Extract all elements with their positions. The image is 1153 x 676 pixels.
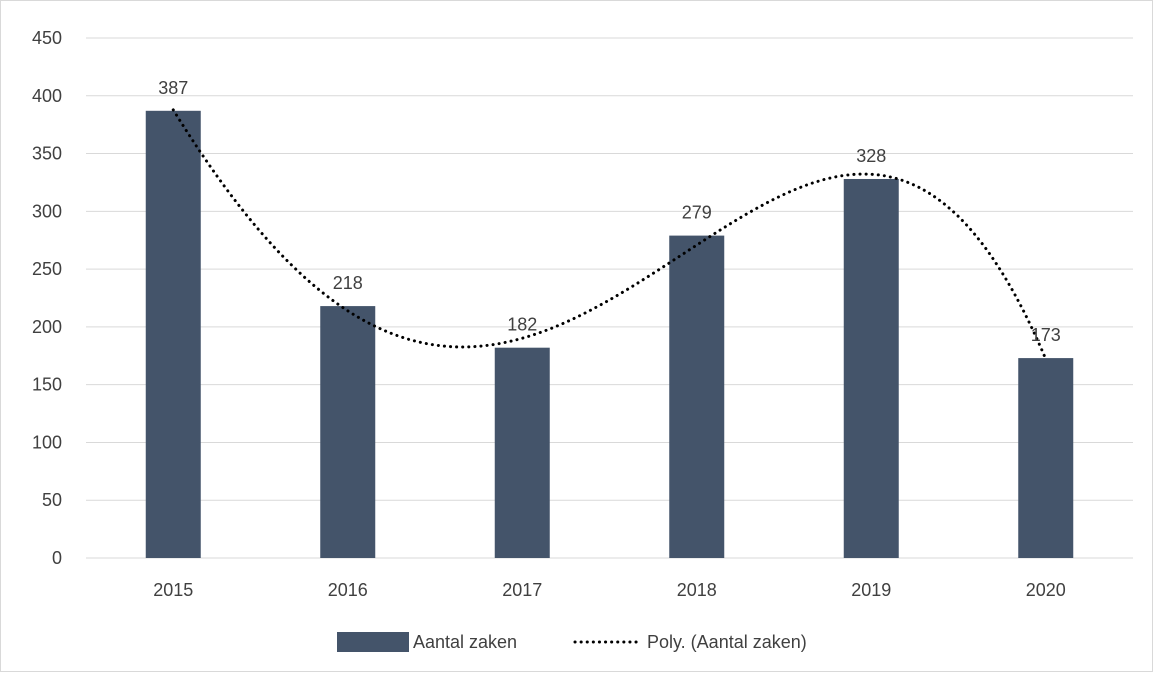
bar	[320, 306, 376, 558]
y-tick-label: 350	[32, 144, 62, 164]
x-tick-label: 2020	[1026, 580, 1066, 600]
x-tick-label: 2016	[328, 580, 368, 600]
data-label: 182	[507, 315, 537, 335]
y-tick-label: 150	[32, 375, 62, 395]
x-tick-label: 2015	[153, 580, 193, 600]
y-tick-label: 200	[32, 317, 62, 337]
x-axis: 2015 2016 2017 2018 2019 2020	[153, 580, 1066, 600]
legend-label-trendline: Poly. (Aantal zaken)	[647, 632, 807, 652]
data-label: 279	[682, 203, 712, 223]
bars	[145, 110, 1074, 559]
legend-label-bars: Aantal zaken	[413, 632, 517, 652]
bar	[145, 110, 201, 559]
x-tick-label: 2019	[851, 580, 891, 600]
y-axis: 0 50 100 150 200 250 300 350 400 450	[32, 28, 62, 568]
x-tick-label: 2017	[502, 580, 542, 600]
bar	[843, 178, 899, 558]
x-tick-label: 2018	[677, 580, 717, 600]
y-tick-label: 450	[32, 28, 62, 48]
data-label: 387	[158, 78, 188, 98]
bar	[669, 235, 725, 558]
y-tick-label: 250	[32, 259, 62, 279]
data-labels: 387 218 182 279 328 173	[158, 78, 1061, 345]
legend-swatch-bars	[337, 632, 409, 652]
polynomial-trendline	[171, 108, 1048, 361]
gridlines	[86, 37, 1133, 559]
bar	[494, 347, 550, 558]
y-tick-label: 100	[32, 432, 62, 452]
data-label: 173	[1031, 325, 1061, 345]
data-label: 328	[856, 146, 886, 166]
y-tick-label: 400	[32, 86, 62, 106]
trendline	[171, 108, 1048, 361]
y-tick-label: 0	[52, 548, 62, 568]
y-tick-label: 300	[32, 201, 62, 221]
y-tick-label: 50	[42, 490, 62, 510]
legend: Aantal zaken Poly. (Aantal zaken)	[337, 632, 807, 652]
bar	[1018, 358, 1074, 558]
data-label: 218	[333, 273, 363, 293]
